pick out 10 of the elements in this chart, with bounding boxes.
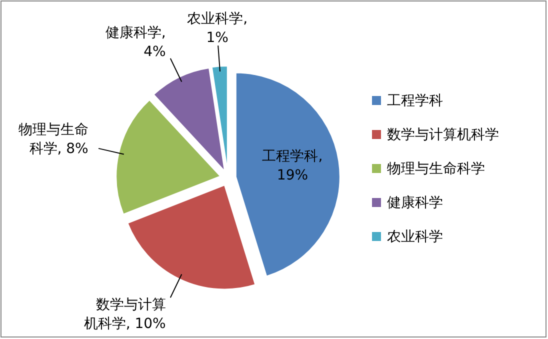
data-label: 健康科学, 4% bbox=[105, 24, 166, 60]
data-label: 数学与计算机科学, 10% bbox=[84, 297, 166, 332]
data-label: 工程学科, 19% bbox=[262, 148, 323, 184]
legend-label: 物理与生命科学 bbox=[387, 161, 485, 177]
legend-label: 工程学科 bbox=[387, 93, 443, 109]
data-label: 物理与生命科学, 8% bbox=[18, 122, 88, 158]
data-label: 农业科学, 1% bbox=[187, 11, 248, 46]
legend-label: 农业科学 bbox=[387, 229, 443, 245]
legend-label: 数学与计算机科学 bbox=[387, 127, 499, 143]
legend-label: 健康科学 bbox=[387, 195, 443, 211]
